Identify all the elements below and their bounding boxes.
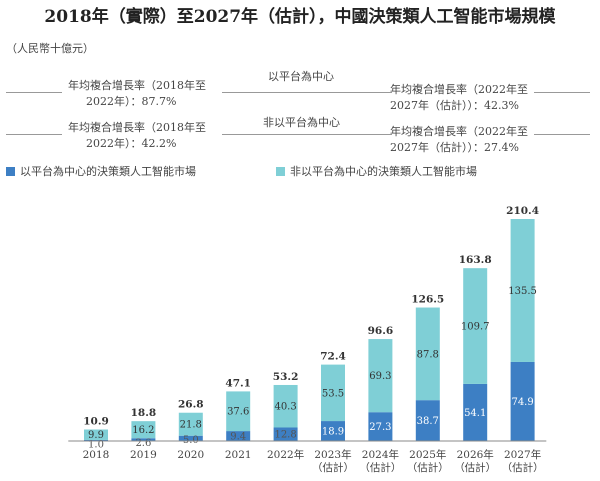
legend-platform-text: 以平台為中心的決策類人工智能市場 [20,165,196,178]
data-label-platform: 12.8 [274,430,296,441]
bar-non-platform [368,339,393,413]
data-label-platform: 2.6 [135,438,151,449]
bar-platform [131,438,156,441]
unit-label: （人民幣十億元） [6,42,94,55]
cagr-divider-left-bottom [6,134,62,135]
cagr-nonplatform-historical-line2: 2022年）：42.2% [86,137,177,150]
x-tick-label: 2023年 [314,448,351,461]
cagr-divider-right-top [534,92,590,93]
x-tick-label: （估計） [454,461,496,474]
cagr-divider-left-top [6,92,62,93]
legend-swatch-non-platform [276,167,285,176]
data-label-platform: 54.1 [464,408,486,419]
x-tick-label: （估計） [312,461,354,474]
bar-platform [415,400,440,441]
cagr-nonplatform-forecast: 年均複合增長率（2022年至 2027年（估計））：27.4% [390,124,528,156]
x-tick-label: 2026年 [457,448,494,461]
bar-non-platform [178,412,203,436]
bar-platform [226,431,251,441]
chart-title: 2018年（實際）至2027年（估計），中國決策類人工智能市場規模 [44,7,556,27]
data-label-non-platform: 9.9 [88,430,104,441]
data-label-total: 10.9 [83,415,109,427]
cagr-nonplatform-historical-line1: 年均複合增長率（2018年至 [68,121,206,134]
bar-non-platform [463,268,488,384]
cagr-platform-historical-line2: 2022年）：87.7% [86,95,177,108]
x-tick-label: （估計） [407,461,449,474]
bar-non-platform [321,364,345,422]
x-tick-label: 2020 [177,449,204,461]
legend-non-platform-text: 非以平台為中心的決策類人工智能市場 [290,165,477,178]
data-label-non-platform: 37.6 [227,407,249,418]
x-tick-label: 2027年 [504,448,541,461]
cagr-nonplatform-historical: 年均複合增長率（2018年至 2022年）：42.2% [68,120,206,152]
legend-swatch-platform [6,167,15,176]
data-label-total: 72.4 [320,351,346,363]
bar-non-platform [226,391,251,432]
bar-platform [84,439,108,441]
cagr-nonplatform-label: 非以平台為中心 [263,116,340,129]
x-tick-label: 2018 [83,449,110,461]
data-label-total: 163.8 [459,254,492,266]
bar-platform [273,427,298,441]
cagr-divider-center-top [222,92,392,93]
data-label-total: 26.8 [178,399,204,411]
data-label-non-platform: 135.5 [508,286,537,297]
data-label-non-platform: 53.5 [322,388,344,399]
bar-platform [178,435,203,441]
bar-non-platform [131,421,156,439]
bar-platform [510,361,535,441]
data-label-non-platform: 16.2 [132,425,154,436]
x-tick-label: （估計） [359,461,401,474]
x-tick-label: 2019 [130,449,157,461]
bar-non-platform [510,219,535,362]
cagr-divider-right-bottom [534,134,590,135]
bar-platform [368,412,393,441]
bar-non-platform [84,429,108,440]
data-label-platform: 18.9 [322,427,344,438]
cagr-nonplatform-forecast-line2: 2027年（估計））：27.4% [390,141,519,154]
cagr-platform-historical-line1: 年均複合增長率（2018年至 [68,79,206,92]
data-label-non-platform: 21.8 [180,420,202,431]
cagr-platform-forecast-line2: 2027年（估計））：42.3% [390,99,519,112]
data-label-total: 96.6 [368,325,394,337]
bar-non-platform [273,384,298,428]
cagr-nonplatform-forecast-line1: 年均複合增長率（2022年至 [390,125,528,138]
data-label-total: 210.4 [506,205,539,217]
cagr-divider-center-bottom [222,134,392,135]
data-label-platform: 74.9 [511,397,533,408]
data-label-total: 126.5 [411,294,444,306]
cagr-platform-label: 以平台為中心 [268,70,334,83]
data-label-total: 53.2 [273,371,299,383]
bar-platform [321,421,345,441]
data-label-non-platform: 40.3 [274,402,296,413]
x-tick-label: 2022年 [267,448,304,461]
bar-platform [463,383,488,441]
x-tick-label: （估計） [502,461,544,474]
cagr-platform-forecast: 年均複合增長率（2022年至 2027年（估計））：42.3% [390,82,528,114]
x-tick-label: 2021 [225,449,252,461]
data-label-platform: 38.7 [417,416,439,427]
data-label-total: 18.8 [131,407,157,419]
data-label-platform: 9.4 [230,432,246,443]
bar-non-platform [415,307,440,401]
data-label-non-platform: 69.3 [369,371,391,382]
x-tick-label: 2025年 [409,448,446,461]
data-label-platform: 27.3 [369,422,391,433]
legend-platform: 以平台為中心的決策類人工智能市場 [6,163,196,179]
x-tick-label: 2024年 [362,448,399,461]
legend-non-platform: 非以平台為中心的決策類人工智能市場 [276,163,477,179]
data-label-total: 47.1 [225,377,251,389]
cagr-platform-historical: 年均複合增長率（2018年至 2022年）：87.7% [68,78,206,110]
cagr-platform-forecast-line1: 年均複合增長率（2022年至 [390,83,528,96]
data-label-non-platform: 87.8 [417,349,439,360]
data-label-non-platform: 109.7 [461,322,490,333]
data-label-platform: 1.0 [88,439,104,450]
